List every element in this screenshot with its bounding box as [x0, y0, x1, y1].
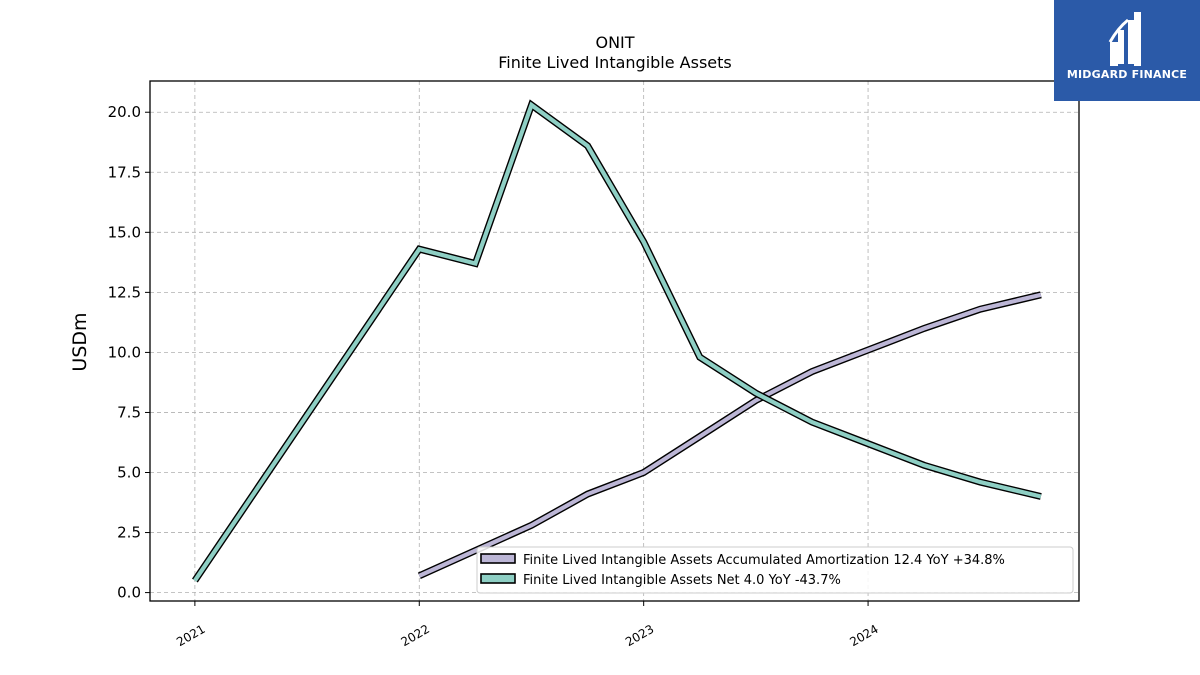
legend: Finite Lived Intangible Assets Accumulat…: [476, 546, 1074, 594]
y-tick-label: 12.5: [108, 283, 141, 301]
legend-label-2: Finite Lived Intangible Assets Net 4.0 Y…: [523, 573, 841, 588]
legend-label-1: Finite Lived Intangible Assets Accumulat…: [523, 553, 1005, 568]
legend-swatch-1: [480, 553, 516, 564]
y-tick-label: 0.0: [117, 584, 141, 602]
chart-subtitle: Finite Lived Intangible Assets: [498, 53, 731, 72]
series-2-line: [193, 101, 1042, 582]
midgard-finance-logo: MIDGARD FINANCE: [1054, 0, 1200, 101]
midgard-logo-icon: [1108, 12, 1141, 66]
y-tick-label: 10.0: [108, 343, 141, 361]
x-tick-label: 2023: [623, 622, 656, 649]
y-tick-label: 5.0: [117, 464, 141, 482]
plot-frame: [149, 80, 1080, 602]
series-2-outline: [192, 99, 1042, 583]
legend-swatch-2: [480, 573, 516, 584]
x-tick-label: 2021: [174, 622, 207, 649]
x-tick-label: 2024: [847, 622, 880, 649]
y-tick-label: 20.0: [108, 103, 141, 121]
y-tick-label: 7.5: [117, 403, 141, 421]
chart-title: ONIT: [595, 33, 634, 52]
series-layer: [192, 99, 1042, 583]
x-tick-label: 2022: [399, 622, 432, 649]
legend-box: [476, 546, 1074, 594]
series-1-line: [418, 292, 1042, 578]
y-tick-label: 2.5: [117, 524, 141, 542]
grid-lines: [150, 81, 1079, 601]
logo-text: MIDGARD FINANCE: [1066, 68, 1188, 81]
y-axis-label: USDm: [69, 312, 91, 371]
y-tick-label: 15.0: [108, 223, 141, 241]
y-tick-label: 17.5: [108, 163, 141, 181]
